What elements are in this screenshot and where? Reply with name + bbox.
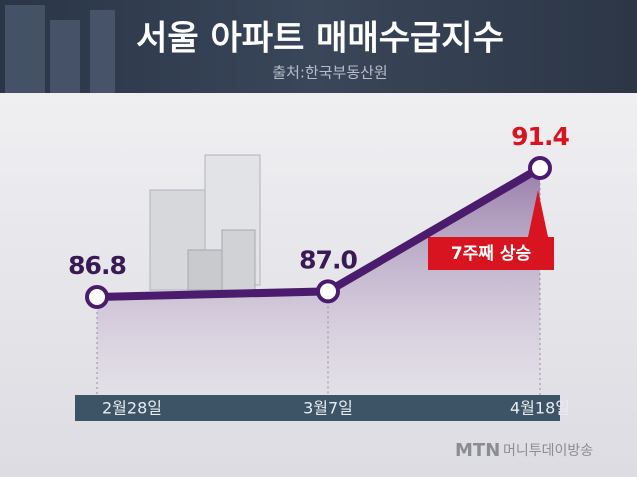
logo: MTN [455,440,500,461]
value-label: 91.4 [511,122,569,151]
point [85,285,109,309]
logo-text: 머니투데이방송 [503,443,593,459]
area [97,168,540,395]
annotation-pointer [528,190,548,237]
value-label: 86.8 [68,251,126,280]
building-illustration [149,154,261,291]
x-tick-label: 2월28일 [102,399,162,418]
x-tick-label: 3월7일 [303,399,353,418]
chart-subtitle: 출처:한국부동산원 [272,64,387,82]
chart-title: 서울 아파트 매매수급지수 [136,19,504,59]
header-buildings [5,5,115,93]
annotation-box [428,237,554,270]
date-bar [75,395,560,421]
x-tick-label: 4월18일 [510,399,570,418]
annotation: 7주째 상승 [451,244,532,264]
value-label: 87.0 [299,245,357,274]
point [528,156,552,180]
point [316,279,340,304]
